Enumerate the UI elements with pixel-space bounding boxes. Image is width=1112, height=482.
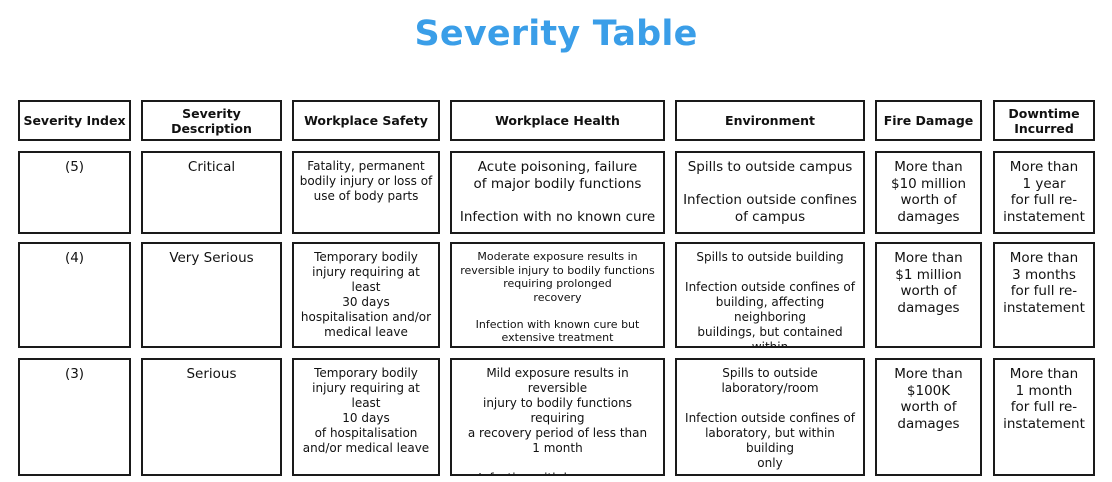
cell-downtime-incurred: More than 3 months for full re- instatem… bbox=[993, 242, 1095, 348]
cell-workplace-health: Mild exposure results in reversible inju… bbox=[450, 358, 665, 476]
header-severity-description: Severity Description bbox=[141, 100, 282, 141]
cell-workplace-safety: Temporary bodily injury requiring at lea… bbox=[292, 358, 440, 476]
cell-environment: Spills to outside building Infection out… bbox=[675, 242, 865, 348]
header-fire-damage: Fire Damage bbox=[875, 100, 982, 141]
page-title: Severity Table bbox=[414, 14, 698, 54]
cell-fire-damage: More than $10 million worth of damages bbox=[875, 151, 982, 234]
cell-environment: Spills to outside campus Infection outsi… bbox=[675, 151, 865, 234]
header-workplace-health: Workplace Health bbox=[450, 100, 665, 141]
header-environment: Environment bbox=[675, 100, 865, 141]
cell-fire-damage: More than $100K worth of damages bbox=[875, 358, 982, 476]
cell-severity-index: (3) bbox=[18, 358, 131, 476]
header-workplace-safety: Workplace Safety bbox=[292, 100, 440, 141]
cell-severity-description: Very Serious bbox=[141, 242, 282, 348]
header-downtime-incurred: Downtime Incurred bbox=[993, 100, 1095, 141]
cell-severity-index: (4) bbox=[18, 242, 131, 348]
cell-downtime-incurred: More than 1 year for full re- instatemen… bbox=[993, 151, 1095, 234]
cell-workplace-safety: Fatality, permanent bodily injury or los… bbox=[292, 151, 440, 234]
cell-severity-index: (5) bbox=[18, 151, 131, 234]
header-severity-index: Severity Index bbox=[18, 100, 131, 141]
cell-workplace-health: Moderate exposure results in reversible … bbox=[450, 242, 665, 348]
cell-severity-description: Serious bbox=[141, 358, 282, 476]
cell-workplace-health: Acute poisoning, failure of major bodily… bbox=[450, 151, 665, 234]
cell-fire-damage: More than $1 million worth of damages bbox=[875, 242, 982, 348]
cell-workplace-safety: Temporary bodily injury requiring at lea… bbox=[292, 242, 440, 348]
cell-environment: Spills to outside laboratory/room Infect… bbox=[675, 358, 865, 476]
cell-severity-description: Critical bbox=[141, 151, 282, 234]
cell-downtime-incurred: More than 1 month for full re- instateme… bbox=[993, 358, 1095, 476]
